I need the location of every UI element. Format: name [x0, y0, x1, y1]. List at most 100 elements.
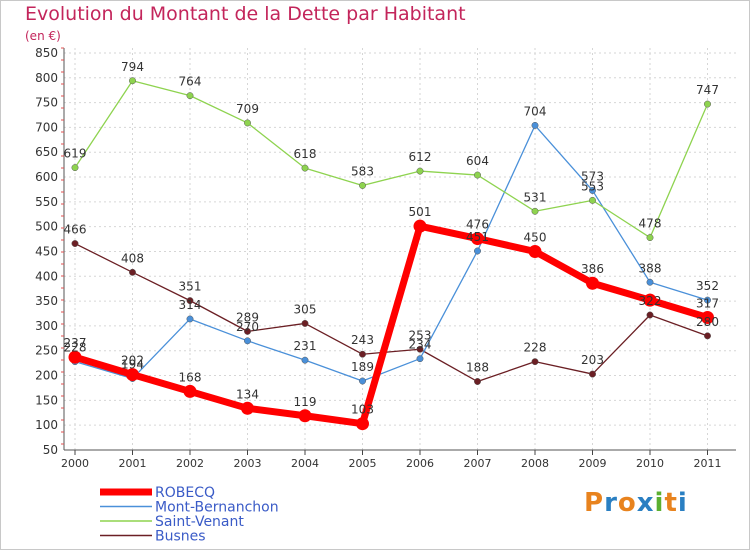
- data-label: 466: [64, 223, 87, 237]
- data-label: 618: [294, 147, 317, 161]
- logo-letter: P: [584, 488, 605, 518]
- data-label: 386: [581, 262, 604, 276]
- data-label: 234: [409, 338, 432, 352]
- data-point: [474, 247, 481, 255]
- data-point: [186, 92, 194, 100]
- data-label: 476: [466, 218, 489, 232]
- data-point: [704, 100, 711, 108]
- data-point: [301, 356, 309, 364]
- data-label: 317: [696, 296, 719, 310]
- data-point: [68, 350, 82, 364]
- data-point: [71, 240, 79, 247]
- data-label: 583: [351, 164, 374, 178]
- data-label: 270: [236, 320, 259, 334]
- x-tick-label: 2007: [464, 457, 492, 470]
- y-tick-label: 300: [35, 319, 58, 333]
- data-label: 134: [236, 387, 259, 401]
- data-label: 289: [236, 310, 259, 324]
- series-line-saint-venant: [74, 80, 709, 239]
- data-label: 553: [581, 179, 604, 193]
- data-point: [301, 164, 309, 172]
- legend-label: Busnes: [155, 529, 206, 545]
- x-tick-label: 2005: [349, 457, 377, 470]
- data-point: [416, 167, 424, 175]
- data-point: [126, 368, 139, 382]
- y-tick-label: 550: [35, 195, 58, 209]
- y-tick-label: 50: [43, 443, 58, 457]
- data-point: [646, 311, 654, 319]
- logo-letter: i: [677, 488, 688, 518]
- data-label: 228: [524, 341, 547, 355]
- plot-area: [64, 48, 736, 450]
- series-line-mont-bernanchon: [74, 124, 708, 382]
- data-point: [244, 337, 251, 345]
- data-point: [186, 297, 194, 305]
- data-label: 451: [466, 230, 489, 244]
- logo-letter: r: [604, 488, 618, 518]
- data-label: 188: [466, 361, 489, 375]
- y-tick-label: 350: [35, 294, 58, 308]
- data-label: 704: [524, 104, 547, 118]
- data-label: 794: [121, 60, 144, 74]
- data-label: 573: [581, 169, 604, 183]
- chart-title: Evolution du Montant de la Dette par Hab…: [25, 3, 466, 25]
- data-point: [359, 377, 366, 385]
- x-tick-label: 2009: [579, 457, 607, 470]
- x-tick-label: 2000: [61, 457, 89, 470]
- data-point: [244, 327, 251, 335]
- data-point: [704, 332, 711, 340]
- y-tick-label: 150: [35, 393, 58, 407]
- data-point: [471, 232, 484, 246]
- data-label: 501: [409, 205, 432, 219]
- data-label: 305: [294, 302, 317, 316]
- data-point: [531, 358, 539, 366]
- data-label: 604: [466, 154, 489, 168]
- x-tick-label: 2001: [119, 457, 147, 470]
- data-label: 280: [696, 315, 719, 329]
- data-point: [589, 370, 596, 378]
- data-point: [244, 119, 251, 127]
- y-tick-label: 250: [35, 344, 58, 358]
- y-tick-label: 200: [35, 369, 58, 383]
- data-label: 237: [64, 336, 87, 350]
- data-point: [701, 310, 714, 324]
- data-label: 202: [121, 354, 144, 368]
- data-point: [531, 121, 539, 129]
- data-label: 103: [351, 403, 374, 417]
- data-point: [241, 401, 254, 415]
- data-label: 450: [524, 230, 547, 244]
- data-label: 352: [696, 279, 719, 293]
- data-label: 351: [179, 280, 202, 294]
- x-tick-label: 2004: [291, 457, 319, 470]
- x-tick-label: 2010: [636, 457, 664, 470]
- data-label: 408: [121, 251, 144, 265]
- logo-letter: i: [654, 488, 665, 518]
- logo-letter: o: [617, 488, 637, 518]
- data-point: [301, 319, 309, 327]
- x-tick-label: 2011: [694, 457, 722, 470]
- data-point: [129, 77, 136, 85]
- logo-letter: t: [664, 488, 678, 518]
- data-label: 612: [409, 150, 432, 164]
- data-label: 314: [179, 298, 202, 312]
- data-label: 478: [639, 217, 662, 231]
- data-label: 194: [121, 358, 144, 372]
- data-point: [474, 378, 481, 385]
- x-tick-label: 2006: [406, 457, 434, 470]
- data-point: [129, 268, 136, 276]
- legend-label: Saint-Venant: [155, 514, 244, 530]
- data-label: 243: [351, 333, 374, 347]
- data-point: [359, 350, 366, 358]
- data-point: [474, 171, 481, 179]
- data-label: 747: [696, 83, 719, 97]
- legend-label: ROBECQ: [155, 485, 215, 501]
- data-point: [704, 296, 711, 304]
- data-point: [528, 244, 542, 258]
- data-point: [586, 276, 599, 290]
- chart-subtitle: (en €): [25, 29, 61, 43]
- data-point: [531, 207, 539, 215]
- proxiti-logo: Proxiti: [584, 488, 688, 518]
- data-point: [643, 293, 657, 307]
- y-tick-label: 800: [35, 71, 58, 85]
- data-point: [183, 384, 197, 398]
